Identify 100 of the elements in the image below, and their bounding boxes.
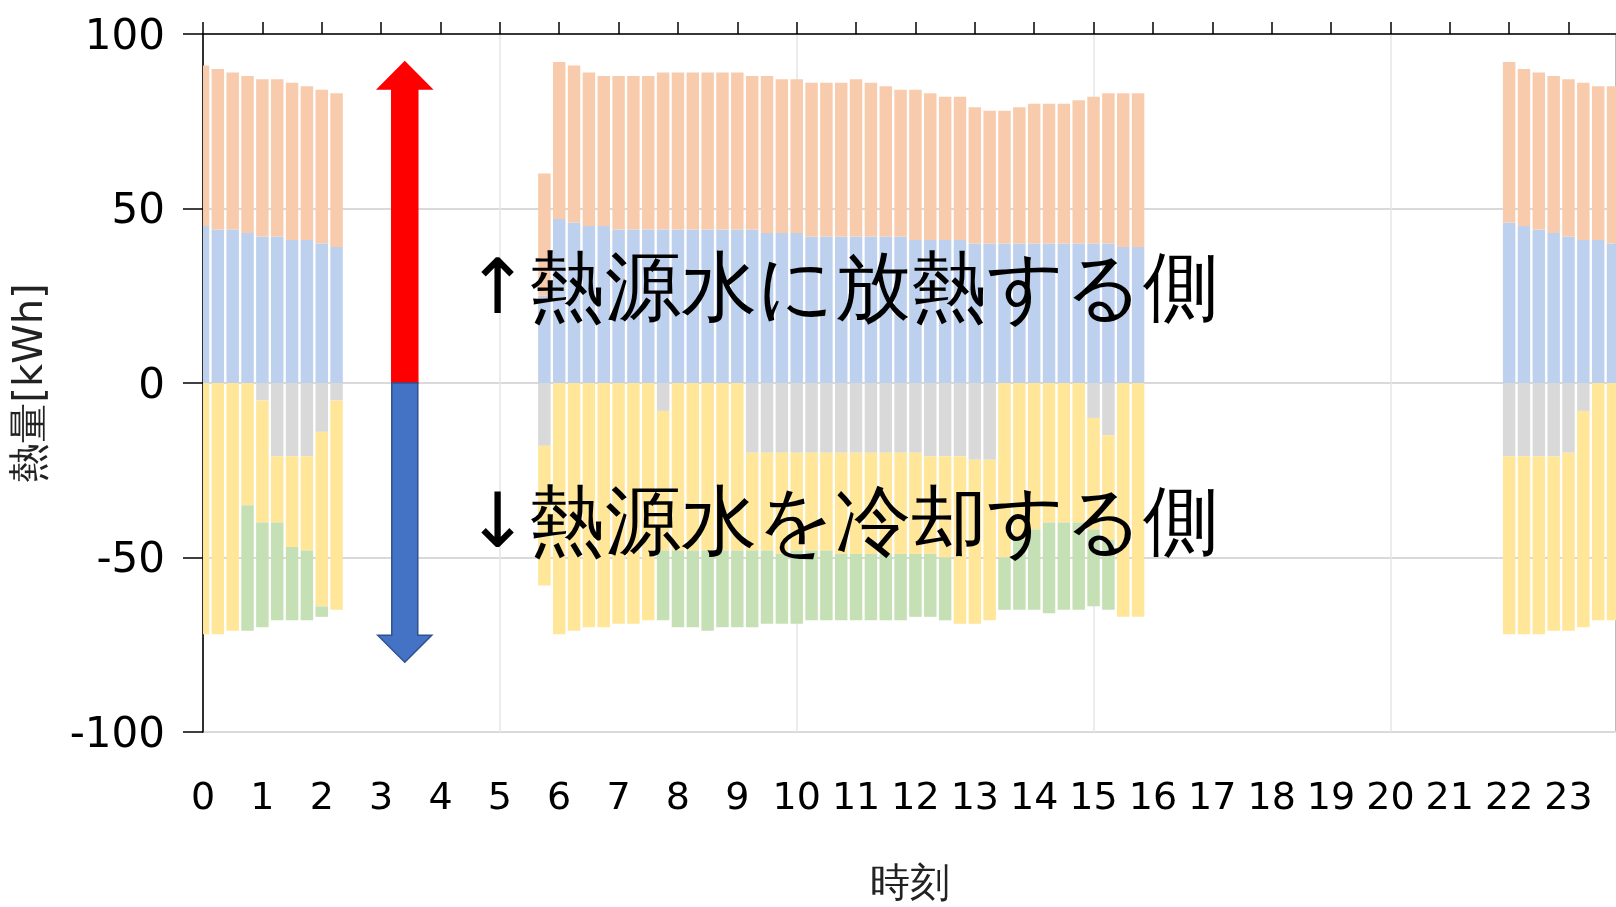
bar [1057,383,1071,523]
x-tick-label: 17 [1188,774,1237,818]
bar [1591,239,1605,383]
bar [270,456,284,523]
x-tick-label: 11 [831,774,881,818]
bar [1577,239,1590,383]
x-axis-title: 時刻 [869,859,950,905]
bar [953,96,967,240]
bar [241,505,254,631]
bar [983,110,996,244]
bar [315,243,328,383]
bar [1591,86,1605,240]
bar [330,246,343,383]
bar [820,82,833,237]
bar [879,86,892,237]
y-tick-label: -100 [69,707,165,757]
bar [597,75,610,226]
bar [330,400,343,610]
bar [241,232,254,383]
bar [285,239,299,383]
bar [226,383,239,631]
bar [315,431,328,607]
bar [731,72,744,230]
bar [211,383,225,635]
bar [924,93,937,240]
bar [909,89,922,240]
bar [612,75,625,230]
bar [211,229,225,383]
bar [938,557,952,621]
bar [745,75,759,230]
bar [211,68,225,230]
bar [315,606,328,617]
y-tick-label: 100 [84,9,165,59]
bar [1131,246,1145,383]
bar [834,82,848,237]
bar [1562,236,1575,383]
x-tick-label: 22 [1484,774,1534,818]
bar [1117,93,1130,247]
annotation: ↓熱源水を冷却する側 [465,475,1220,565]
bar [256,400,269,523]
bar [582,72,596,226]
x-tick-label: 19 [1306,774,1356,818]
bar [894,89,907,237]
bar [1577,410,1590,628]
x-tick-label: 10 [772,774,821,818]
bar [300,86,314,240]
bar [864,82,878,237]
bar [300,550,314,621]
bar [701,72,714,230]
bar [315,89,328,244]
bar [968,107,982,244]
x-tick-label: 9 [725,774,750,818]
x-tick-label: 15 [1069,774,1118,818]
x-tick-label: 14 [1010,774,1059,818]
x-tick-label: 12 [891,774,940,818]
bar [1577,82,1590,240]
bar [1517,225,1531,383]
bar [1057,103,1071,244]
x-tick-label: 4 [428,774,453,818]
x-tick-label: 16 [1128,774,1178,818]
bar [1517,456,1531,635]
x-tick-label: 20 [1366,774,1415,818]
bar [656,72,670,230]
bar [938,96,952,240]
bar [256,522,269,628]
bar [1532,72,1546,230]
x-tick-label: 8 [665,774,691,818]
bar [1547,232,1560,383]
bar [1042,103,1056,244]
bar [256,79,269,237]
y-tick-label: -50 [96,533,165,582]
bar [270,522,284,621]
bar [300,239,314,383]
x-tick-label: 18 [1247,774,1296,818]
bar [552,61,566,219]
bar [1131,93,1145,247]
annotation: ↑熱源水に放熱する側 [465,241,1220,331]
bar [1562,79,1575,237]
x-tick-label: 21 [1425,774,1474,818]
bar [1502,222,1516,383]
bar [1013,107,1026,244]
bar [849,79,863,237]
bar [1131,383,1145,617]
bar [1087,96,1100,244]
bar [642,75,655,230]
x-tick-label: 1 [250,774,275,818]
x-tick-label: 6 [547,774,572,818]
bar [241,383,254,506]
x-tick-label: 13 [950,774,999,818]
bar [241,75,254,233]
bar [1591,383,1605,621]
bar [1502,61,1516,223]
x-tick-label: 5 [487,774,512,818]
bar [1532,456,1546,635]
bar [686,72,700,230]
y-axis-title: 熱量[kWh] [5,283,51,483]
bar [1547,456,1560,631]
bar [1057,522,1071,610]
bar [775,79,789,233]
bar [300,456,314,551]
